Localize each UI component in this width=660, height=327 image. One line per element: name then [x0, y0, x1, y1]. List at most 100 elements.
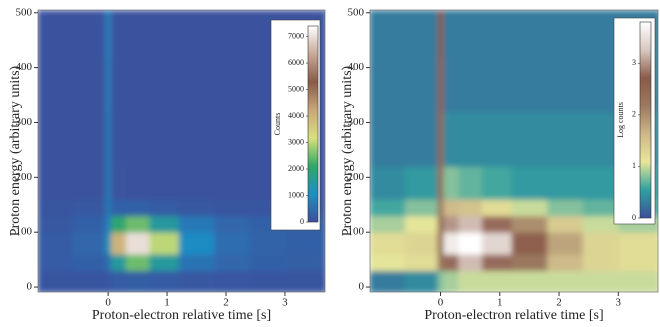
heat-cell: [437, 10, 444, 58]
heat-cell: [149, 215, 180, 233]
heat-cell: [437, 254, 444, 272]
heat-cell: [111, 10, 127, 58]
x-axis-label: Proton-electron relative time [s]: [424, 308, 603, 323]
heat-cell: [111, 111, 127, 167]
heat-cell: [370, 56, 406, 112]
heat-cell: [404, 56, 439, 112]
heat-cell: [437, 56, 444, 112]
colorbar-tick-label: 4000: [288, 111, 304, 120]
heat-cell: [458, 270, 483, 292]
heat-cell: [111, 199, 127, 217]
heat-cell: [72, 232, 106, 255]
y-tick-label: 200: [348, 171, 365, 183]
heat-cell: [404, 166, 439, 200]
heat-cell: [178, 10, 215, 58]
heat-cell: [482, 199, 513, 217]
y-tick-label: 100: [16, 226, 33, 238]
heat-cell: [105, 10, 112, 58]
heat-cell: [125, 232, 150, 255]
heat-cell: [149, 270, 180, 292]
heat-cell: [582, 270, 619, 292]
heat-cell: [178, 215, 215, 233]
heat-cell: [105, 199, 112, 217]
heat-cell: [178, 199, 215, 217]
heat-cell: [249, 254, 286, 272]
heat-cell: [582, 215, 619, 233]
heat-cell: [547, 254, 584, 272]
heat-cell: [618, 270, 658, 292]
heat-cell: [511, 199, 548, 217]
x-tick-label: 3: [282, 297, 288, 309]
heat-cell: [582, 254, 619, 272]
heat-cell: [105, 254, 112, 272]
heat-cell: [111, 232, 127, 255]
heat-cell: [72, 254, 106, 272]
heat-cell: [482, 10, 513, 58]
heatmap: [38, 10, 325, 292]
colorbar-tick-label: 2: [632, 110, 636, 119]
plot-frame: [37, 9, 326, 293]
heat-cell: [482, 270, 513, 292]
heat-cell: [125, 56, 150, 112]
heat-cell: [443, 232, 459, 255]
heat-cell: [72, 215, 106, 233]
heat-cell: [125, 215, 150, 233]
heat-cell: [370, 254, 406, 272]
x-tick-label: 1: [164, 297, 170, 309]
heat-cell: [370, 215, 406, 233]
heat-cell: [111, 166, 127, 200]
heat-cell: [38, 254, 74, 272]
heat-cell: [482, 232, 513, 255]
heat-cell: [370, 10, 406, 58]
heat-cell: [582, 10, 619, 58]
heat-cell: [404, 199, 439, 217]
colorbar-tick-label: 1000: [288, 190, 304, 199]
colorbar: [639, 21, 652, 219]
heat-cell: [511, 232, 548, 255]
heat-cell: [125, 111, 150, 167]
colorbar-label: Counts: [273, 113, 282, 136]
heat-cell: [443, 56, 459, 112]
y-tick-label: 300: [348, 116, 365, 128]
heat-cell: [72, 56, 106, 112]
heat-cell: [214, 10, 251, 58]
heat-cell: [443, 166, 459, 200]
heat-cell: [482, 111, 513, 167]
heat-cell: [458, 111, 483, 167]
heat-cell: [249, 232, 286, 255]
heat-cell: [370, 166, 406, 200]
heat-cell: [547, 270, 584, 292]
heat-cell: [38, 232, 74, 255]
heat-cell: [149, 254, 180, 272]
heat-cell: [437, 166, 444, 200]
heat-cell: [582, 166, 619, 200]
heat-cell: [38, 215, 74, 233]
heat-cell: [547, 215, 584, 233]
y-tick-label: 500: [16, 6, 33, 18]
colorbar-tick-label: 2000: [288, 164, 304, 173]
heat-cell: [582, 111, 619, 167]
heat-cell: [111, 56, 127, 112]
heat-cell: [458, 166, 483, 200]
heat-cell: [111, 254, 127, 272]
heat-cell: [482, 56, 513, 112]
heat-cell: [125, 199, 150, 217]
heat-cell: [178, 166, 215, 200]
colorbar: [307, 25, 319, 223]
colorbar-tick-label: 7000: [288, 31, 304, 40]
heat-cell: [38, 56, 74, 112]
heat-cell: [582, 232, 619, 255]
heat-cell: [149, 56, 180, 112]
heat-cell: [111, 215, 127, 233]
heat-cell: [618, 254, 658, 272]
heat-cell: [511, 270, 548, 292]
heat-cell: [214, 270, 251, 292]
heat-cell: [437, 270, 444, 292]
heat-cell: [72, 270, 106, 292]
heat-cell: [547, 166, 584, 200]
heat-cell: [214, 111, 251, 167]
heat-cell: [125, 166, 150, 200]
heatmap-cells: [38, 10, 325, 292]
heat-cell: [437, 111, 444, 167]
